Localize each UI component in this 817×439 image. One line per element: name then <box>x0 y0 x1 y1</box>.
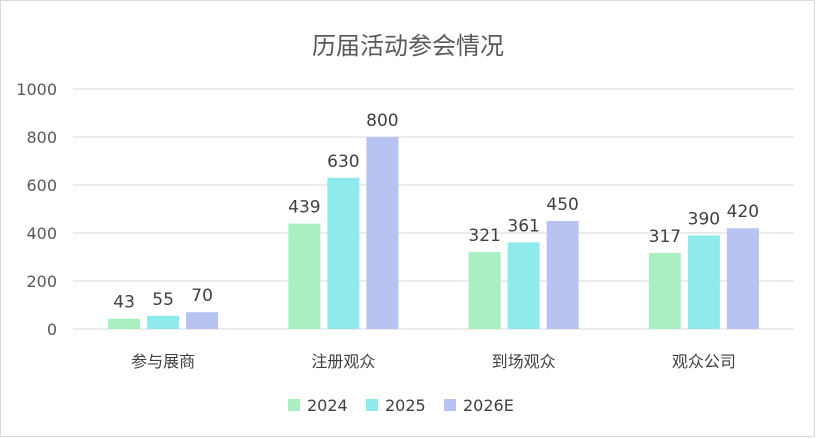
legend: 2024 2025 2026E <box>288 396 514 415</box>
gridlines <box>73 88 794 330</box>
category-label: 注册观众 <box>311 352 375 371</box>
legend-label: 2026E <box>463 396 514 415</box>
y-tick-label: 400 <box>26 224 57 243</box>
data-label: 439 <box>288 198 320 218</box>
y-tick-label: 200 <box>26 272 57 291</box>
category-label: 观众公司 <box>672 352 736 371</box>
data-label: 361 <box>507 216 539 236</box>
category-label: 到场观众 <box>492 352 556 371</box>
data-labels: 43 55 70 439 630 800 321 361 450 317 390 420 <box>113 111 759 313</box>
bar-2024-观众公司 <box>648 252 681 329</box>
bars <box>108 137 759 329</box>
data-label: 43 <box>113 293 135 313</box>
data-label: 630 <box>327 152 359 172</box>
y-tick-label: 1000 <box>16 80 57 99</box>
data-label: 450 <box>546 195 578 215</box>
y-axis-ticks: 0 200 400 600 800 1000 <box>16 80 57 339</box>
data-label: 390 <box>688 209 720 229</box>
legend-label: 2024 <box>307 396 348 415</box>
data-label: 420 <box>727 202 759 222</box>
bar-2025-观众公司 <box>687 235 720 329</box>
bar-2024-到场观众 <box>468 251 501 329</box>
legend-swatch <box>444 399 456 411</box>
data-label: 55 <box>152 290 174 310</box>
bar-2026E-参与展商 <box>186 312 219 329</box>
category-labels: 参与展商 注册观众 到场观众 观众公司 <box>131 352 736 371</box>
y-tick-label: 600 <box>26 176 57 195</box>
bar-2025-到场观众 <box>507 242 540 329</box>
data-label: 800 <box>366 111 398 131</box>
category-label: 参与展商 <box>131 352 195 371</box>
y-tick-label: 0 <box>47 320 57 339</box>
data-label: 321 <box>468 226 500 246</box>
bar-2024-注册观众 <box>288 223 321 329</box>
bar-2026E-观众公司 <box>726 228 759 329</box>
legend-label: 2025 <box>385 396 426 415</box>
bar-2025-参与展商 <box>147 315 180 329</box>
bar-2024-参与展商 <box>108 318 141 329</box>
legend-swatch <box>288 399 300 411</box>
data-label: 70 <box>191 286 213 306</box>
bar-2025-注册观众 <box>327 177 360 329</box>
bar-2026E-到场观众 <box>546 221 579 329</box>
y-tick-label: 800 <box>26 128 57 147</box>
bar-2026E-注册观众 <box>366 137 399 329</box>
legend-swatch <box>366 399 378 411</box>
data-label: 317 <box>649 227 681 247</box>
chart-title: 历届活动参会情况 <box>312 32 504 60</box>
